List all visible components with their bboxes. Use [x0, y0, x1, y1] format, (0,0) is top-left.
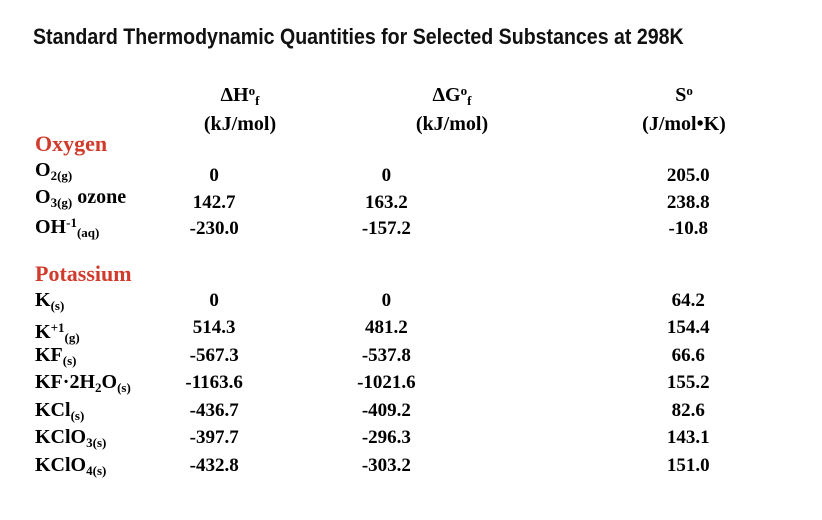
substance-formula: O3(g) ozone	[35, 185, 127, 210]
value-dGf: -303.2	[361, 454, 411, 476]
value-S: 151.0	[666, 454, 710, 476]
value-dHf: 514.3	[192, 317, 236, 338]
thermo-table: ΔHof (kJ/mol) ΔGof (kJ/mol) So (J/mol•K)…	[35, 80, 815, 479]
value-S: -10.8	[668, 218, 709, 239]
value-dGf: -1021.6	[357, 372, 416, 393]
page-title: Standard Thermodynamic Quantities for Se…	[33, 24, 684, 49]
value-dHf: 142.7	[192, 191, 236, 213]
table-row: K(s) 0 0 64.2	[35, 287, 815, 315]
section-oxygen: Oxygen O2(g) 0 0 205.0 O3(g) ozone 142.7 163.2 2…	[35, 130, 815, 240]
column-symbol: ΔHof	[220, 83, 260, 108]
value-dGf: 163.2	[365, 191, 408, 213]
value-dHf: -230.0	[189, 218, 239, 239]
substance-formula: K+1(g)	[35, 320, 80, 345]
value-dGf: -296.3	[361, 427, 411, 448]
table-row: O2(g) 0 0 205.0	[35, 157, 815, 186]
column-unit: (kJ/mol)	[415, 113, 489, 135]
column-header-entropy: So (J/mol•K)	[569, 80, 799, 135]
substance-formula: K(s)	[35, 288, 65, 313]
column-symbol: So	[675, 83, 693, 106]
value-S: 154.4	[666, 317, 710, 338]
value-dHf: -432.8	[189, 454, 239, 476]
substance-formula: KClO4(s)	[35, 453, 107, 478]
value-dHf: -397.7	[189, 427, 239, 448]
value-S: 238.8	[666, 191, 710, 213]
substance-formula: KF(s)	[35, 343, 77, 368]
table-row: KCl(s) -436.7 -409.2 82.6	[35, 397, 815, 425]
value-S: 143.1	[666, 427, 710, 448]
value-dHf: 0	[209, 165, 219, 186]
value-dGf: -537.8	[361, 344, 411, 366]
table-row: K+1(g) 514.3 481.2 154.4	[35, 314, 815, 345]
column-unit: (J/mol•K)	[642, 113, 726, 135]
column-headers: ΔHof (kJ/mol) ΔGof (kJ/mol) So (J/mol•K)	[35, 80, 815, 135]
value-dHf: 0	[209, 289, 219, 311]
table-row: O3(g) ozone 142.7 163.2 238.8	[35, 184, 815, 213]
value-S: 66.6	[671, 344, 705, 366]
value-S: 64.2	[671, 289, 705, 311]
substance-formula: O2(g)	[35, 159, 73, 183]
section-potassium: Potassium K(s) 0 0 64.2 K+1(g) 514.3 481.2 154.4…	[35, 257, 815, 480]
substance-formula: OH-1(aq)	[35, 215, 100, 240]
table-body: Oxygen O2(g) 0 0 205.0 O3(g) ozone 142.7 163.2 2…	[35, 130, 815, 479]
column-unit: (kJ/mol)	[203, 113, 277, 135]
table-row: KF(s) -567.3 -537.8 66.6	[35, 342, 815, 370]
value-S: 205.0	[666, 165, 710, 186]
column-symbol: ΔGof	[432, 83, 472, 108]
substance-formula: KF·2H2O(s)	[35, 371, 131, 395]
table-row: KClO4(s) -432.8 -303.2 151.0	[35, 452, 815, 480]
table-row: KF·2H2O(s) -1163.6 -1021.6 155.2	[35, 369, 815, 397]
value-S: 82.6	[671, 399, 705, 421]
value-dGf: 0	[381, 165, 392, 186]
table-row: KClO3(s) -397.7 -296.3 143.1	[35, 424, 815, 452]
value-dHf: -567.3	[189, 344, 239, 366]
substance-formula: KClO3(s)	[35, 426, 107, 450]
value-dHf: -1163.6	[185, 372, 243, 393]
substance-formula: KCl(s)	[35, 398, 85, 423]
value-dGf: -157.2	[361, 218, 411, 239]
section-header: Potassium	[35, 260, 132, 286]
value-dGf: -409.2	[361, 399, 411, 421]
section-header: Oxygen	[35, 131, 108, 156]
value-dGf: 0	[381, 289, 392, 311]
value-dHf: -436.7	[189, 399, 239, 421]
column-header-delta-g: ΔGof (kJ/mol)	[335, 80, 569, 135]
label-column-spacer	[35, 80, 145, 128]
column-header-delta-h: ΔHof (kJ/mol)	[145, 80, 335, 135]
value-S: 155.2	[666, 372, 710, 393]
table-row: OH-1(aq) -230.0 -157.2 -10.8	[35, 210, 815, 240]
value-dGf: 481.2	[365, 317, 408, 338]
